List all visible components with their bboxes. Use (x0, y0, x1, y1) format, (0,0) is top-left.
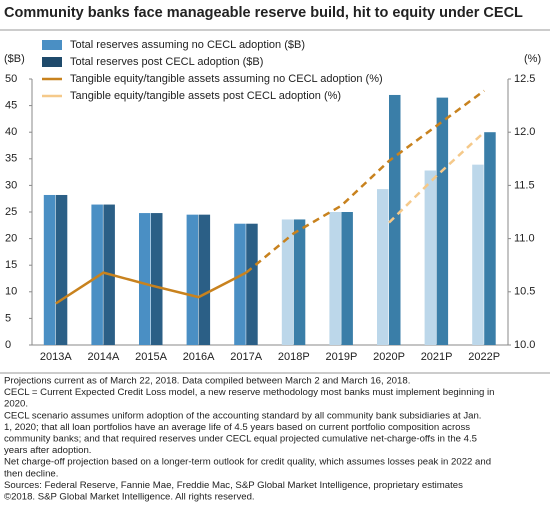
note: 2020. (4, 399, 28, 410)
y-tick-label: 0 (5, 339, 11, 351)
bar (341, 212, 353, 345)
bar (424, 170, 437, 345)
bar (91, 204, 103, 345)
legend-label: Total reserves post CECL adoption ($B) (70, 56, 263, 68)
note: CECL scenario assumes uniform adoption o… (4, 410, 481, 421)
note: ©2018. S&P Global Market Intelligence. A… (4, 492, 255, 503)
y-tick-label: 20 (5, 233, 17, 245)
line (245, 89, 485, 274)
bar (281, 219, 294, 345)
x-tick-label: 2018P (278, 351, 310, 363)
x-tick-label: 2019P (325, 351, 357, 363)
x-tick-label: 2015A (135, 351, 167, 363)
x-tick-label: 2013A (40, 351, 72, 363)
bar (436, 97, 449, 346)
line (55, 271, 247, 305)
y2-tick-label: 12.5 (514, 73, 535, 85)
legend-label: Tangible equity/tangible assets post CEC… (70, 90, 341, 102)
bar (139, 213, 151, 345)
bar (293, 219, 306, 345)
legend-swatch (42, 40, 62, 50)
bar (329, 212, 341, 345)
x-tick-label: 2014A (87, 351, 119, 363)
bar (246, 223, 258, 345)
x-tick-label: 2021P (421, 351, 453, 363)
bar (234, 223, 246, 345)
y-tick-label: 40 (5, 126, 17, 138)
y-tick-label: 45 (5, 100, 17, 112)
note: years after adoption. (4, 445, 91, 456)
x-tick-label: 2016A (183, 351, 215, 363)
y2-tick-label: 12.0 (514, 126, 535, 138)
y-tick-label: 35 (5, 153, 17, 165)
legend-label: Tangible equity/tangible assets assuming… (70, 73, 383, 85)
note: 1, 2020; that all loan portfolios have a… (4, 422, 470, 433)
y-tick-label: 50 (5, 73, 17, 85)
note: community banks; and that required reser… (4, 434, 477, 445)
y-axis-label: ($B) (4, 53, 25, 65)
line (388, 131, 486, 224)
bar (151, 213, 163, 345)
y-tick-label: 25 (5, 206, 17, 218)
y-tick-label: 15 (5, 259, 17, 271)
bar (186, 214, 199, 345)
y-tick-label: 10 (5, 286, 17, 298)
bar (55, 194, 68, 345)
note: CECL = Current Expected Credit Loss mode… (4, 387, 495, 398)
bar (389, 94, 401, 346)
bar (198, 214, 211, 345)
chart-title: Community banks face manageable reserve … (4, 5, 523, 21)
y2-tick-label: 11.5 (514, 179, 535, 191)
x-tick-label: 2022P (468, 351, 500, 363)
y-tick-label: 5 (5, 312, 11, 324)
bar (484, 132, 496, 345)
y2-tick-label: 11.0 (514, 233, 535, 245)
legend-label: Total reserves assuming no CECL adoption… (70, 39, 305, 51)
bar (472, 164, 484, 345)
note: Sources: Federal Reserve, Fannie Mae, Fr… (4, 480, 463, 491)
y2-axis-label: (%) (524, 53, 541, 65)
note: then decline. (4, 468, 58, 479)
legend-swatch (42, 57, 62, 67)
y-tick-label: 30 (5, 179, 17, 191)
y2-tick-label: 10.0 (514, 339, 535, 351)
bar (43, 194, 56, 345)
x-tick-label: 2020P (373, 351, 405, 363)
bar (377, 189, 389, 345)
note: Projections current as of March 22, 2018… (4, 376, 410, 387)
x-tick-label: 2017A (230, 351, 262, 363)
y2-tick-label: 10.5 (514, 286, 535, 298)
note: Net charge-off projection based on a lon… (4, 457, 491, 468)
